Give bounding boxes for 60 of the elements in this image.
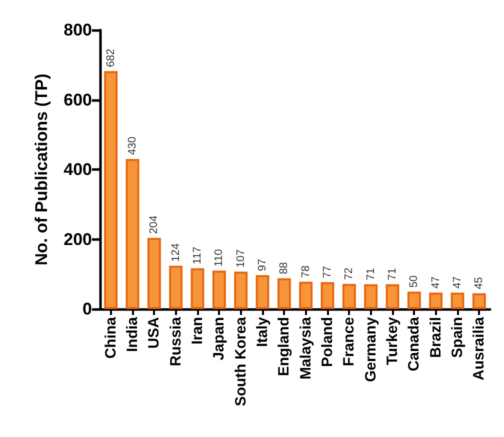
x-tick-label: England <box>276 317 293 376</box>
x-tick-label: South Korea <box>232 316 250 406</box>
x-tick-label: Ausrailia <box>470 316 488 380</box>
bar <box>277 278 291 309</box>
data-label: 682 <box>104 48 117 68</box>
data-label: 50 <box>408 275 420 288</box>
data-label: 47 <box>430 276 442 289</box>
x-tick-label: China <box>102 316 120 359</box>
x-tick-label: Brazil <box>427 317 444 358</box>
bar <box>429 292 443 309</box>
x-tick-label: Turkey <box>384 316 401 366</box>
data-label: 117 <box>192 246 204 264</box>
bar <box>450 292 464 309</box>
bar <box>104 71 118 309</box>
data-label: 71 <box>386 268 398 280</box>
data-label: 45 <box>473 277 486 290</box>
x-tick-label: Italy <box>254 316 271 348</box>
x-tick-label: Iran <box>189 317 206 345</box>
data-label: 71 <box>364 268 377 280</box>
y-tick-label: 200 <box>64 230 92 249</box>
data-label: 110 <box>213 249 226 267</box>
y-axis-title: No. of Publications (TP) <box>32 74 51 266</box>
bar <box>234 272 248 309</box>
y-tick-label: 400 <box>64 160 92 179</box>
x-tick-label: USA <box>146 316 163 349</box>
data-label: 88 <box>278 262 290 274</box>
bar <box>407 292 421 309</box>
bar <box>169 266 183 309</box>
bar <box>364 284 378 309</box>
data-label: 72 <box>343 268 356 280</box>
x-tick-label: Canada <box>406 316 423 372</box>
bar <box>256 275 270 309</box>
x-tick-label: India <box>124 316 141 352</box>
data-label: 204 <box>148 215 160 234</box>
y-tick-label: 600 <box>64 90 92 110</box>
bar <box>147 238 161 309</box>
bar <box>386 284 400 309</box>
data-label: 124 <box>170 243 182 262</box>
bar <box>299 282 313 309</box>
x-tick-label: Germany <box>362 316 380 382</box>
bar <box>320 282 334 309</box>
x-tick-label: France <box>340 317 358 366</box>
x-tick-label: Poland <box>319 317 336 368</box>
x-tick-label: Malaysia <box>297 316 314 380</box>
y-tick-label: 0 <box>82 300 92 318</box>
bar <box>212 270 226 309</box>
x-tick-label: Spain <box>449 317 466 358</box>
data-label: 47 <box>452 276 464 289</box>
data-label: 107 <box>234 249 247 268</box>
bar <box>190 268 204 309</box>
x-tick-label: Russia <box>167 316 184 366</box>
data-label: 430 <box>126 136 138 156</box>
bar <box>342 284 356 309</box>
bar <box>472 293 486 309</box>
x-tick-label: Japan <box>210 317 228 360</box>
y-tick-label: 800 <box>64 20 92 40</box>
bar <box>126 159 140 309</box>
data-label: 78 <box>300 266 312 278</box>
data-label: 97 <box>256 258 268 272</box>
data-label: 77 <box>322 266 334 278</box>
